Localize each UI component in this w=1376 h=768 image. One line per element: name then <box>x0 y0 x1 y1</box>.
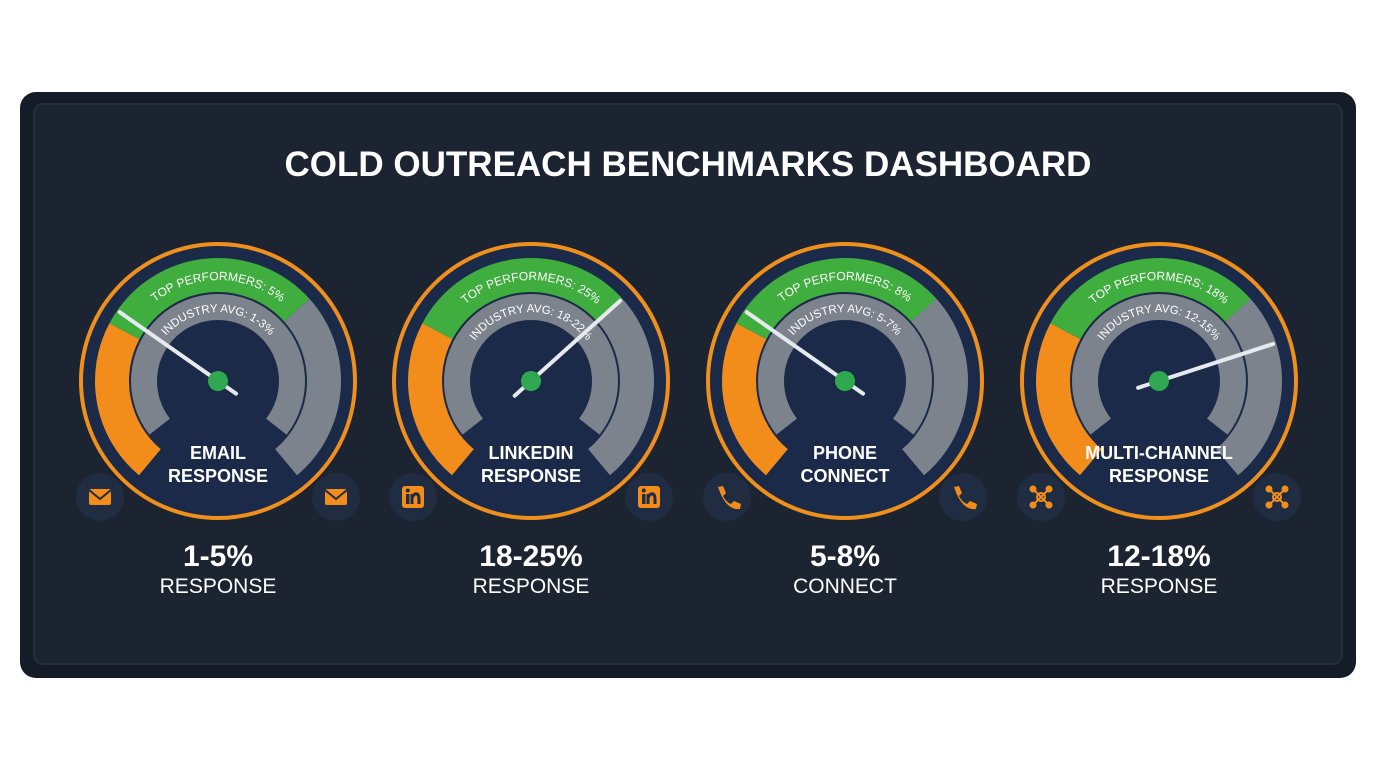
band-high <box>587 298 654 476</box>
network-lines <box>1032 488 1050 506</box>
metric-value: 5-8% <box>810 540 880 573</box>
network-node <box>1029 501 1037 509</box>
needle-hub <box>835 371 855 391</box>
icon-badge <box>939 473 987 521</box>
linkedin-n <box>646 492 657 504</box>
network-hub <box>1272 492 1282 502</box>
needle-hub <box>1149 371 1169 391</box>
gauge: TOP PERFORMERS: 25%INDUSTRY AVG: 18-22%L… <box>389 242 673 598</box>
band-avg <box>444 294 618 435</box>
phone-icon <box>718 486 741 510</box>
metric-value: 12-18% <box>1107 540 1210 573</box>
band-top <box>1050 258 1251 340</box>
needle-hub <box>208 371 228 391</box>
band-avg <box>1072 294 1246 435</box>
icon-badge <box>703 473 751 521</box>
gauge: TOP PERFORMERS: 5%INDUSTRY AVG: 1-3%EMAI… <box>76 242 360 598</box>
linkedin-n <box>410 492 421 504</box>
metric-value: 1-5% <box>183 540 253 573</box>
gauge-name: MULTI-CHANNEL <box>1085 443 1233 463</box>
band-top <box>736 258 937 340</box>
band-high <box>901 298 968 476</box>
title: COLD OUTREACH BENCHMARKS DASHBOARD <box>285 145 1092 184</box>
band-high <box>274 298 341 476</box>
needle-hub <box>521 371 541 391</box>
network-node <box>1265 485 1273 493</box>
gauge-name: RESPONSE <box>1109 466 1209 486</box>
linkedin-i <box>642 494 646 504</box>
metric-value: 18-25% <box>479 540 582 573</box>
mail-icon <box>89 489 111 505</box>
gauge-name: RESPONSE <box>168 466 268 486</box>
linkedin-dot <box>641 488 646 493</box>
network-node <box>1045 485 1053 493</box>
card-inner <box>33 103 1343 665</box>
phone-icon <box>954 486 977 510</box>
network-node <box>1029 485 1037 493</box>
mail-flap <box>88 489 112 501</box>
band-avg <box>758 294 932 435</box>
band-high <box>1215 298 1282 476</box>
metric-unit: RESPONSE <box>1101 575 1218 598</box>
linkedin-dot <box>405 488 410 493</box>
metric-unit: CONNECT <box>793 575 897 598</box>
metric-unit: RESPONSE <box>160 575 277 598</box>
band-top <box>422 258 623 340</box>
band-low <box>722 323 789 476</box>
mail-icon <box>325 489 347 505</box>
gauge-name: EMAIL <box>190 443 246 463</box>
band-top <box>109 258 310 340</box>
network-hub <box>1036 492 1046 502</box>
gauge-name: CONNECT <box>801 466 890 486</box>
network-node <box>1281 485 1289 493</box>
band-low <box>1036 323 1103 476</box>
metric-unit: RESPONSE <box>473 575 590 598</box>
network-node <box>1265 501 1273 509</box>
linkedin-i <box>406 494 410 504</box>
gauge-name: LINKEDIN <box>489 443 574 463</box>
gauge: TOP PERFORMERS: 18%INDUSTRY AVG: 12-15%M… <box>1017 242 1301 598</box>
gauge-name: RESPONSE <box>481 466 581 486</box>
gauge: TOP PERFORMERS: 8%INDUSTRY AVG: 5-7%PHON… <box>703 242 987 598</box>
band-low <box>95 323 162 476</box>
band-avg <box>131 294 305 435</box>
gauge-name: PHONE <box>813 443 877 463</box>
mail-flap <box>324 489 348 501</box>
network-node <box>1045 501 1053 509</box>
network-node <box>1281 501 1289 509</box>
network-lines <box>1268 488 1286 506</box>
band-low <box>408 323 475 476</box>
